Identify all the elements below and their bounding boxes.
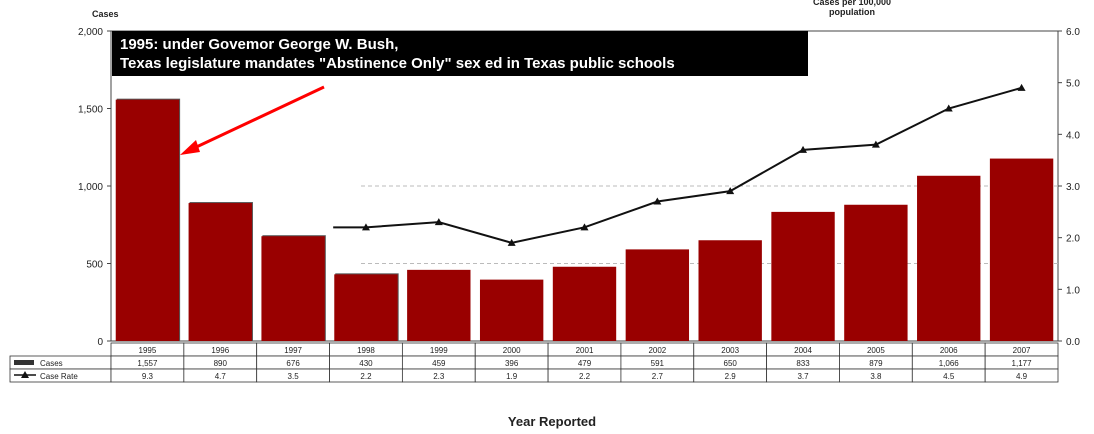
- table-value: 479: [578, 359, 592, 368]
- x-axis-label: Year Reported: [508, 414, 596, 429]
- bar: [771, 211, 835, 341]
- arrow-head: [180, 140, 200, 155]
- table-value: 4.5: [943, 372, 955, 381]
- annotation-arrow: [189, 85, 325, 152]
- table-year-label: 2007: [1013, 346, 1031, 355]
- y-axis-right-ticks: 0.0 1.0 2.0 3.0 4.0 5.0 6.0: [1058, 27, 1080, 348]
- y-tick-label-left: 1,000: [78, 182, 103, 193]
- bar-series-cases: [115, 98, 1054, 341]
- table-year-label: 1995: [139, 346, 157, 355]
- table-year-label: 1998: [357, 346, 375, 355]
- legend-key-marker: [21, 371, 29, 378]
- bar: [844, 204, 908, 341]
- line-marker: [580, 223, 589, 231]
- line-series-case-rate: [333, 83, 1026, 246]
- table-year-label: 1997: [284, 346, 302, 355]
- table-year-label: 2001: [576, 346, 594, 355]
- table-value: 1,177: [1012, 359, 1033, 368]
- table-value: 9.3: [142, 372, 154, 381]
- y-tick-label-right: 1.0: [1066, 285, 1080, 296]
- table-value: 1.9: [506, 372, 518, 381]
- line-marker: [1017, 83, 1026, 91]
- bar: [479, 279, 544, 341]
- table-value: 4.7: [215, 372, 227, 381]
- y-axis-right-label: Cases per 100,000 population: [813, 0, 891, 17]
- data-table: 1995 1996 1997 1998 1999 2000 2001 2002 2003 2004…: [9, 342, 1059, 383]
- table-year-label: 1999: [430, 346, 448, 355]
- line-marker: [507, 238, 516, 246]
- table-value: 2.3: [433, 372, 445, 381]
- table-cell: [984, 368, 1059, 383]
- table-value: 879: [869, 359, 883, 368]
- y-tick-label-right: 2.0: [1066, 234, 1080, 245]
- line-marker: [653, 197, 662, 205]
- y-tick-label-left: 0: [97, 337, 103, 348]
- annotation: 1995: under Govemor George W. Bush, Texa…: [112, 31, 808, 155]
- table-year-label: 2000: [503, 346, 521, 355]
- line-marker: [361, 223, 370, 231]
- table-row-label: Case Rate: [40, 372, 78, 381]
- bar: [407, 269, 471, 341]
- table-value: 890: [214, 359, 228, 368]
- bar: [261, 236, 325, 341]
- bar: [989, 158, 1054, 341]
- table-value: 459: [432, 359, 446, 368]
- bar: [188, 203, 252, 341]
- y-tick-label-right: 4.0: [1066, 130, 1080, 141]
- line-marker: [434, 218, 443, 226]
- table-value: 591: [651, 359, 665, 368]
- table-year-label: 1996: [211, 346, 229, 355]
- table-value: 3.5: [288, 372, 300, 381]
- bar: [698, 240, 762, 341]
- table-value: 4.9: [1016, 372, 1028, 381]
- table-value: 2.2: [579, 372, 591, 381]
- y-tick-label-left: 500: [86, 260, 103, 271]
- table-value: 396: [505, 359, 519, 368]
- y-tick-label-left: 2,000: [78, 27, 103, 38]
- table-year-label: 2005: [867, 346, 885, 355]
- table-value: 430: [359, 359, 373, 368]
- line-marker: [799, 145, 808, 153]
- line-marker: [871, 140, 880, 148]
- bar: [115, 99, 180, 341]
- annotation-box: [112, 31, 808, 76]
- table-value: 1,066: [939, 359, 960, 368]
- table-year-label: 2004: [794, 346, 812, 355]
- table-year-label: 2003: [721, 346, 739, 355]
- table-value: 1,557: [137, 359, 158, 368]
- bar: [552, 266, 617, 341]
- y-tick-label-right: 3.0: [1066, 182, 1080, 193]
- table-value: 650: [724, 359, 738, 368]
- bar: [334, 274, 398, 341]
- bar: [625, 249, 690, 341]
- bar: [917, 175, 981, 341]
- table-value: 3.8: [870, 372, 882, 381]
- table-value: 2.7: [652, 372, 664, 381]
- annotation-line1: 1995: under Govemor George W. Bush,: [120, 36, 398, 53]
- y-axis-left-ticks: 0 500 1,000 1,500 2,000: [78, 27, 111, 348]
- line-marker: [944, 104, 953, 112]
- table-row-label: Cases: [40, 359, 63, 368]
- y-tick-label-right: 5.0: [1066, 79, 1080, 90]
- y-tick-label-right: 0.0: [1066, 337, 1080, 348]
- table-year-label: 2002: [648, 346, 666, 355]
- table-value: 3.7: [797, 372, 809, 381]
- line-marker: [726, 187, 735, 195]
- table-value: 2.9: [725, 372, 737, 381]
- y-axis-left-label: Cases: [92, 9, 119, 19]
- y-tick-label-right: 6.0: [1066, 27, 1080, 38]
- table-value: 2.2: [360, 372, 372, 381]
- table-value: 833: [796, 359, 810, 368]
- annotation-line2: Texas legislature mandates "Abstinence O…: [120, 55, 675, 72]
- legend-key-cases: [14, 360, 34, 365]
- y-tick-label-left: 1,500: [78, 105, 103, 116]
- table-value: 676: [286, 359, 300, 368]
- table-year-label: 2006: [940, 346, 958, 355]
